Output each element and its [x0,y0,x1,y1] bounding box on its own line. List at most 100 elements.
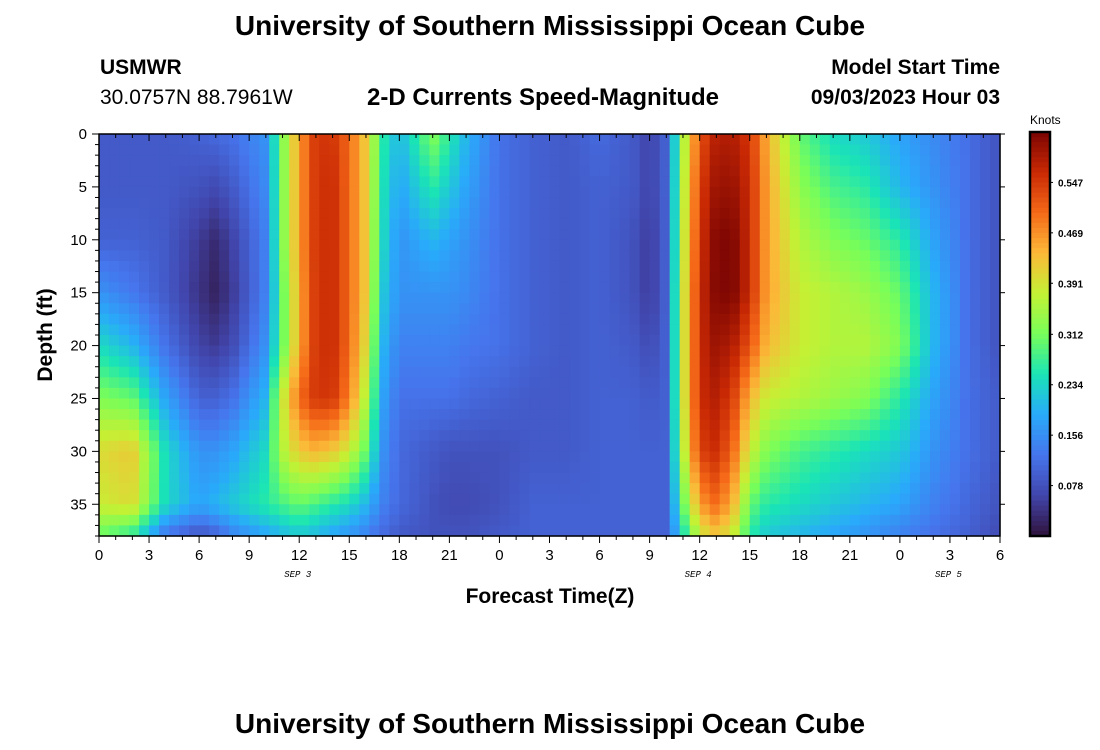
heatmap-cell [669,229,681,241]
heatmap-cell [609,303,621,315]
heatmap-cell [739,260,751,273]
heatmap-cell [499,165,511,177]
heatmap-cell [159,514,170,527]
heatmap-cell [839,324,851,336]
heatmap-cell [229,239,240,251]
heatmap-cell [499,186,511,199]
heatmap-cell [459,239,471,251]
heatmap-cell [359,303,370,315]
y-tick-label: 5 [79,179,87,196]
heatmap-cell [629,377,641,389]
heatmap-cell [289,409,300,421]
heatmap-cell [119,409,130,421]
heatmap-cell [339,525,350,537]
heatmap-cell [339,377,350,389]
heatmap-cell [439,250,450,262]
heatmap-cell [129,451,140,463]
heatmap-cell [949,335,961,347]
heatmap-cell [579,218,591,230]
heatmap-cell [259,208,270,220]
heatmap-cell [489,250,501,262]
heatmap-cell [699,345,711,357]
heatmap-cell [649,208,661,220]
heatmap-cell [719,313,731,326]
heatmap-cell [789,345,801,357]
heatmap-cell [339,239,350,251]
heatmap-cell [889,387,901,400]
heatmap-cell [329,366,340,378]
heatmap-cell [159,197,170,209]
heatmap-cell [989,472,1001,484]
heatmap-cell [379,208,390,220]
heatmap-cell [989,250,1001,262]
heatmap-cell [529,250,541,262]
heatmap-cell [629,525,641,537]
heatmap-cell [289,292,300,304]
heatmap-cell [129,525,140,537]
heatmap-cell [559,387,571,400]
heatmap-cell [469,345,481,357]
heatmap-cell [939,493,951,505]
heatmap-cell [779,345,791,357]
heatmap-cell [789,387,801,400]
heatmap-cell [129,165,140,177]
heatmap-cell [979,155,991,167]
heatmap-cell [449,440,460,452]
heatmap-cell [489,398,501,410]
heatmap-cell [329,165,340,177]
heatmap-cell [979,366,991,378]
heatmap-cell [149,239,160,251]
heatmap-cell [979,324,991,336]
heatmap-cell [489,144,501,156]
heatmap-cell [569,250,581,262]
heatmap-cell [539,525,551,537]
heatmap-cell [379,324,390,336]
heatmap-cell [559,176,571,188]
heatmap-cell [569,144,581,156]
heatmap-cell [389,144,400,156]
heatmap-cell [689,377,701,389]
heatmap-cell [649,525,661,537]
heatmap-cell [629,229,641,241]
heatmap-cell [899,313,911,326]
heatmap-cell [459,218,471,230]
heatmap-cell [609,345,621,357]
heatmap-cell [159,483,170,495]
x-tick-label: 12 [291,547,308,564]
heatmap-cell [259,504,270,516]
heatmap-cell [429,271,440,283]
heatmap-cell [979,440,991,452]
heatmap-cell [619,461,631,474]
heatmap-cell [309,409,320,421]
heatmap-cell [559,260,571,273]
heatmap-cell [209,377,220,389]
heatmap-cell [579,377,591,389]
heatmap-cell [389,387,400,400]
heatmap-cell [959,208,971,220]
heatmap-cell [699,292,711,304]
heatmap-cell [239,504,250,516]
heatmap-cell [929,409,941,421]
heatmap-cell [909,398,921,410]
heatmap-cell [959,387,971,400]
heatmap-cell [779,292,791,304]
heatmap-cell [979,472,991,484]
heatmap-cell [529,292,541,304]
heatmap-cell [449,335,460,347]
heatmap-cell [859,250,871,262]
heatmap-cell [779,250,791,262]
heatmap-cell [289,250,300,262]
heatmap-cell [899,208,911,220]
heatmap-cell [389,440,400,452]
heatmap-cell [609,250,621,262]
heatmap-cell [229,292,240,304]
heatmap-cell [849,271,861,283]
heatmap-cell [509,324,521,336]
heatmap-cell [429,387,440,400]
heatmap-cell [869,282,881,294]
heatmap-cell [979,451,991,463]
heatmap-cell [969,292,981,304]
heatmap-cell [179,134,190,146]
heatmap-cell [519,208,531,220]
heatmap-cell [649,303,661,315]
